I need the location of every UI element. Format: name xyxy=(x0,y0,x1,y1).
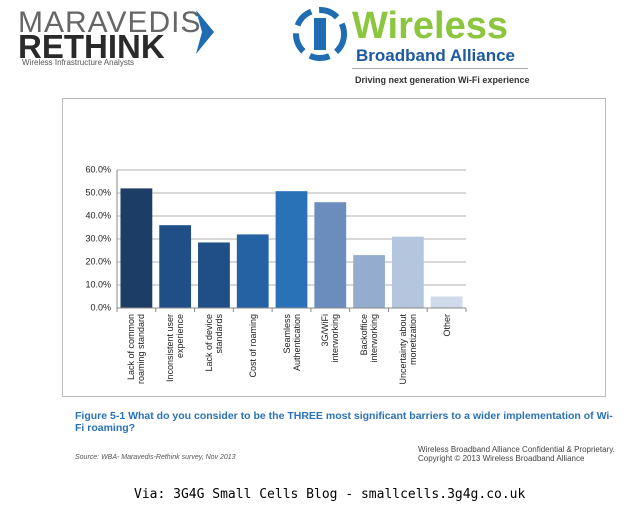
y-tick-label: 30.0% xyxy=(85,233,111,243)
logo-arrow xyxy=(196,10,214,54)
bar xyxy=(430,296,463,308)
y-tick-label: 0.0% xyxy=(90,302,111,312)
wba-subtitle: Broadband Alliance xyxy=(356,46,516,65)
bar xyxy=(391,236,424,308)
x-tick-label: Uncertainty about monetization xyxy=(397,314,418,385)
bar xyxy=(236,234,269,308)
footer: Via: 3G4G Small Cells Blog - smallcells.… xyxy=(134,487,526,502)
x-tick-label: Inconsistent user experience xyxy=(165,314,186,383)
bar xyxy=(314,202,347,308)
y-tick-label: 50.0% xyxy=(85,187,111,197)
wba-icon xyxy=(293,7,347,61)
bar xyxy=(353,255,385,308)
x-tick-label: Seamless Authentication xyxy=(281,314,302,372)
confidential: Wireless Broadband Alliance Confidential… xyxy=(418,445,615,454)
bar xyxy=(275,191,308,308)
caption: Figure 5-1 What do you consider to be th… xyxy=(75,410,613,434)
chart-frame xyxy=(62,98,606,397)
copyright: Copyright © 2013 Wireless Broadband Alli… xyxy=(418,454,585,463)
divider xyxy=(352,68,528,69)
y-tick-label: 60.0% xyxy=(85,164,111,174)
y-tick-label: 40.0% xyxy=(85,210,111,220)
bar xyxy=(198,242,230,308)
source: Source: WBA- Maravedis-Rethink survey, N… xyxy=(75,454,236,461)
x-tick-label: Backoffice interworking xyxy=(359,314,380,363)
wba-title: Wireless xyxy=(352,5,508,47)
bar xyxy=(120,188,153,308)
x-tick-label: Cost of roaming xyxy=(247,314,258,378)
x-tick-label: Other xyxy=(441,314,452,337)
x-tick-label: Lack of common roaming standard xyxy=(126,314,147,385)
chart: 0.0% 10.0% 20.0% 30.0% 40.0% 50.0% 60.0% xyxy=(85,164,467,312)
y-tick-label: 20.0% xyxy=(85,256,111,266)
x-tick-label: 3G/WiFi interworking xyxy=(320,314,341,363)
wba-tagline: Driving next generation Wi-Fi experience xyxy=(355,75,530,85)
x-tick-label: Lack of device standards xyxy=(203,314,224,372)
bar xyxy=(159,225,192,308)
maravedis-tagline: Wireless Infrastructure Analysts xyxy=(22,58,135,67)
maravedis-logo: MARAVEDIS xyxy=(18,6,202,39)
rethink-logo: RETHINK xyxy=(18,28,165,65)
y-tick-label: 10.0% xyxy=(85,279,111,289)
